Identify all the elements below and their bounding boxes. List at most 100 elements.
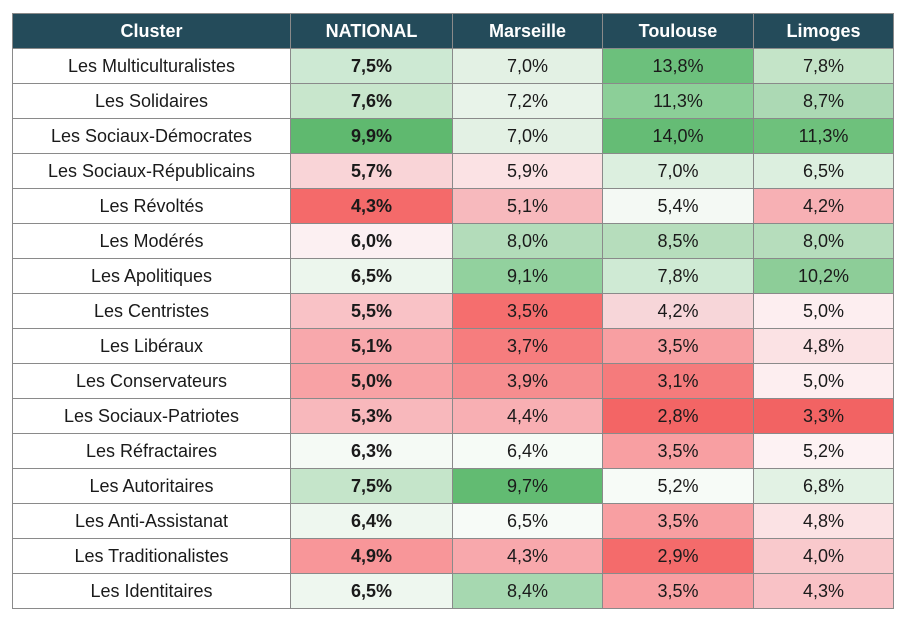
value-cell-national: 6,5%	[290, 573, 453, 609]
value-cell-marseille: 3,9%	[452, 363, 603, 399]
cluster-name-cell: Les Libéraux	[12, 328, 291, 364]
table-row: Les Multiculturalistes 7,5% 7,0% 13,8% 7,8%	[12, 48, 894, 84]
value-cell-marseille: 6,5%	[452, 503, 603, 539]
value-cell-marseille: 4,4%	[452, 398, 603, 434]
table-row: Les Sociaux-Démocrates 9,9% 7,0% 14,0% 11,3%	[12, 118, 894, 154]
value-cell-toulouse: 3,5%	[602, 573, 754, 609]
cluster-name-cell: Les Sociaux-Républicains	[12, 153, 291, 189]
cluster-name-cell: Les Multiculturalistes	[12, 48, 291, 84]
value-cell-marseille: 9,1%	[452, 258, 603, 294]
value-cell-marseille: 3,5%	[452, 293, 603, 329]
cluster-name-cell: Les Sociaux-Patriotes	[12, 398, 291, 434]
table-body: Les Multiculturalistes 7,5% 7,0% 13,8% 7,8% L…	[12, 48, 894, 609]
table-row: Les Traditionalistes 4,9% 4,3% 2,9% 4,0%	[12, 538, 894, 574]
table-row: Les Réfractaires 6,3% 6,4% 3,5% 5,2%	[12, 433, 894, 469]
value-cell-marseille: 3,7%	[452, 328, 603, 364]
column-header-marseille: Marseille	[452, 13, 603, 49]
value-cell-marseille: 4,3%	[452, 538, 603, 574]
cluster-name-cell: Les Sociaux-Démocrates	[12, 118, 291, 154]
cluster-name-cell: Les Centristes	[12, 293, 291, 329]
value-cell-limoges: 4,8%	[753, 503, 894, 539]
column-header-cluster: Cluster	[12, 13, 291, 49]
table-row: Les Sociaux-Patriotes 5,3% 4,4% 2,8% 3,3%	[12, 398, 894, 434]
table-row: Les Modérés 6,0% 8,0% 8,5% 8,0%	[12, 223, 894, 259]
value-cell-national: 6,0%	[290, 223, 453, 259]
value-cell-marseille: 5,9%	[452, 153, 603, 189]
column-header-national: NATIONAL	[290, 13, 453, 49]
table-row: Les Apolitiques 6,5% 9,1% 7,8% 10,2%	[12, 258, 894, 294]
table-row: Les Autoritaires 7,5% 9,7% 5,2% 6,8%	[12, 468, 894, 504]
value-cell-toulouse: 11,3%	[602, 83, 754, 119]
value-cell-limoges: 3,3%	[753, 398, 894, 434]
value-cell-limoges: 6,8%	[753, 468, 894, 504]
cluster-name-cell: Les Identitaires	[12, 573, 291, 609]
value-cell-toulouse: 2,9%	[602, 538, 754, 574]
value-cell-limoges: 6,5%	[753, 153, 894, 189]
value-cell-limoges: 5,0%	[753, 363, 894, 399]
value-cell-limoges: 7,8%	[753, 48, 894, 84]
value-cell-limoges: 11,3%	[753, 118, 894, 154]
table-row: Les Sociaux-Républicains 5,7% 5,9% 7,0% 6,5%	[12, 153, 894, 189]
column-header-toulouse: Toulouse	[602, 13, 754, 49]
value-cell-toulouse: 5,2%	[602, 468, 754, 504]
value-cell-marseille: 8,0%	[452, 223, 603, 259]
value-cell-national: 7,5%	[290, 48, 453, 84]
value-cell-national: 6,5%	[290, 258, 453, 294]
cluster-name-cell: Les Solidaires	[12, 83, 291, 119]
value-cell-toulouse: 3,5%	[602, 328, 754, 364]
value-cell-national: 6,3%	[290, 433, 453, 469]
value-cell-limoges: 4,2%	[753, 188, 894, 224]
value-cell-toulouse: 7,0%	[602, 153, 754, 189]
value-cell-toulouse: 3,1%	[602, 363, 754, 399]
cluster-name-cell: Les Réfractaires	[12, 433, 291, 469]
value-cell-national: 7,6%	[290, 83, 453, 119]
table-row: Les Identitaires 6,5% 8,4% 3,5% 4,3%	[12, 573, 894, 609]
cluster-name-cell: Les Autoritaires	[12, 468, 291, 504]
value-cell-national: 5,7%	[290, 153, 453, 189]
table-row: Les Centristes 5,5% 3,5% 4,2% 5,0%	[12, 293, 894, 329]
value-cell-national: 6,4%	[290, 503, 453, 539]
value-cell-toulouse: 13,8%	[602, 48, 754, 84]
table-row: Les Libéraux 5,1% 3,7% 3,5% 4,8%	[12, 328, 894, 364]
value-cell-limoges: 5,0%	[753, 293, 894, 329]
table-row: Les Solidaires 7,6% 7,2% 11,3% 8,7%	[12, 83, 894, 119]
value-cell-marseille: 5,1%	[452, 188, 603, 224]
value-cell-marseille: 9,7%	[452, 468, 603, 504]
value-cell-limoges: 4,3%	[753, 573, 894, 609]
value-cell-limoges: 8,7%	[753, 83, 894, 119]
header-row: Cluster NATIONAL Marseille Toulouse Limo…	[12, 13, 894, 49]
cluster-name-cell: Les Conservateurs	[12, 363, 291, 399]
value-cell-national: 5,0%	[290, 363, 453, 399]
value-cell-national: 7,5%	[290, 468, 453, 504]
value-cell-limoges: 4,0%	[753, 538, 894, 574]
cluster-heatmap-table: Cluster NATIONAL Marseille Toulouse Limo…	[12, 13, 894, 609]
cluster-name-cell: Les Anti-Assistanat	[12, 503, 291, 539]
value-cell-limoges: 10,2%	[753, 258, 894, 294]
cluster-name-cell: Les Traditionalistes	[12, 538, 291, 574]
value-cell-marseille: 8,4%	[452, 573, 603, 609]
table-row: Les Anti-Assistanat 6,4% 6,5% 3,5% 4,8%	[12, 503, 894, 539]
cluster-name-cell: Les Révoltés	[12, 188, 291, 224]
table-row: Les Conservateurs 5,0% 3,9% 3,1% 5,0%	[12, 363, 894, 399]
value-cell-toulouse: 2,8%	[602, 398, 754, 434]
cluster-name-cell: Les Modérés	[12, 223, 291, 259]
value-cell-national: 5,1%	[290, 328, 453, 364]
value-cell-limoges: 8,0%	[753, 223, 894, 259]
value-cell-marseille: 6,4%	[452, 433, 603, 469]
value-cell-toulouse: 14,0%	[602, 118, 754, 154]
value-cell-national: 5,3%	[290, 398, 453, 434]
value-cell-limoges: 4,8%	[753, 328, 894, 364]
value-cell-limoges: 5,2%	[753, 433, 894, 469]
value-cell-toulouse: 7,8%	[602, 258, 754, 294]
cluster-name-cell: Les Apolitiques	[12, 258, 291, 294]
value-cell-national: 9,9%	[290, 118, 453, 154]
value-cell-toulouse: 4,2%	[602, 293, 754, 329]
value-cell-marseille: 7,2%	[452, 83, 603, 119]
value-cell-national: 4,3%	[290, 188, 453, 224]
value-cell-marseille: 7,0%	[452, 118, 603, 154]
value-cell-toulouse: 3,5%	[602, 503, 754, 539]
value-cell-national: 4,9%	[290, 538, 453, 574]
value-cell-national: 5,5%	[290, 293, 453, 329]
table-row: Les Révoltés 4,3% 5,1% 5,4% 4,2%	[12, 188, 894, 224]
value-cell-toulouse: 8,5%	[602, 223, 754, 259]
